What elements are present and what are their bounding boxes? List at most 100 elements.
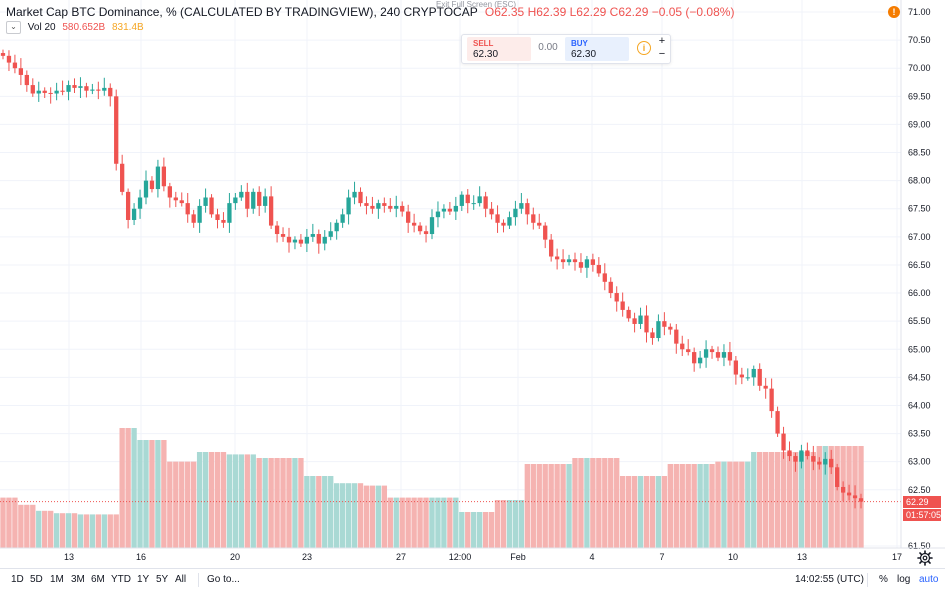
candle-body [293, 240, 297, 243]
volume-bar [191, 462, 196, 548]
candle-body [340, 214, 344, 222]
volume-bar [578, 458, 583, 548]
candle-body [388, 206, 392, 209]
candle-body [650, 332, 654, 338]
candle-body [519, 203, 523, 209]
range-5d-button[interactable]: 5D [30, 574, 43, 585]
goto-button[interactable]: Go to... [207, 574, 240, 585]
volume-bar [131, 428, 136, 548]
volume-bar [495, 500, 500, 548]
gear-icon[interactable] [917, 550, 933, 566]
candle-body [424, 231, 428, 234]
candle-body [787, 450, 791, 456]
candle-body [346, 197, 350, 214]
candle-body [472, 203, 476, 204]
volume-bar [119, 428, 124, 548]
volume-bar [691, 464, 696, 548]
candle-body [817, 462, 821, 465]
price-axis[interactable]: 71.00 70.50 70.00 69.50 69.00 68.50 68.00 67.50… [901, 0, 945, 551]
candle-body [805, 450, 809, 456]
candle-body [263, 196, 267, 206]
high-value: H62.39 [528, 5, 567, 19]
range-5y-button[interactable]: 5Y [156, 574, 168, 585]
volume-bar [531, 464, 536, 548]
volume-bar [179, 462, 184, 548]
chart-canvas[interactable]: 71.0070.5070.0069.5069.0068.5068.0067.50… [0, 0, 945, 568]
log-scale-toggle[interactable]: log [897, 574, 910, 585]
candle-body [186, 203, 190, 214]
candle-body [126, 192, 130, 220]
volume-bar [12, 498, 17, 548]
price-tick-label: 62.50 [908, 485, 931, 495]
volume-bar [459, 512, 464, 548]
candle-body [716, 352, 720, 358]
range-1m-button[interactable]: 1M [50, 574, 64, 585]
candle-body [621, 301, 625, 309]
candle-body [662, 321, 666, 327]
time-tick-label: 12:00 [449, 552, 472, 562]
candle-body [603, 273, 607, 281]
volume-bar [400, 498, 405, 548]
time-tick-label: 13 [797, 552, 807, 562]
candle-body [781, 434, 785, 451]
candle-body [674, 330, 678, 344]
range-6m-button[interactable]: 6M [91, 574, 105, 585]
close-value: C62.29 [610, 5, 649, 19]
candle-body [31, 85, 35, 93]
candle-body [299, 240, 303, 244]
time-axis[interactable]: 13 16 20 23 27 12:00 Feb 4 7 10 13 17 [0, 548, 945, 562]
candle-body [251, 192, 255, 209]
candle-body [495, 214, 499, 222]
volume-bar [554, 464, 559, 548]
range-all-button[interactable]: All [175, 574, 186, 585]
candle-body [698, 358, 702, 364]
candle-body [769, 389, 773, 411]
candle-body [275, 226, 279, 234]
volume-bar [90, 514, 95, 548]
info-icon[interactable]: i [637, 41, 651, 55]
plus-icon[interactable]: + [657, 35, 667, 47]
volume-bar [638, 476, 643, 548]
price-tick-label: 64.50 [908, 372, 931, 382]
minus-icon[interactable]: − [657, 48, 667, 60]
volume-bar [423, 498, 428, 548]
volume-bar [382, 486, 387, 548]
volume-bar [781, 452, 786, 548]
volume-bar [167, 462, 172, 548]
candle-body [90, 90, 94, 91]
time-tick-label: 17 [892, 552, 902, 562]
volume-label[interactable]: Vol 20 [28, 22, 56, 33]
range-1d-button[interactable]: 1D [11, 574, 24, 585]
alert-icon[interactable]: ! [888, 6, 900, 18]
candle-body [704, 349, 708, 357]
candle-body [25, 75, 29, 85]
time-tick-label: 16 [136, 552, 146, 562]
volume-bar [358, 483, 363, 548]
percent-scale-toggle[interactable]: % [879, 574, 888, 585]
volume-bar [352, 483, 357, 548]
range-ytd-button[interactable]: YTD [111, 574, 131, 585]
utc-clock[interactable]: 14:02:55 (UTC) [795, 574, 864, 585]
volume-bar [209, 452, 214, 548]
volume-bar [560, 464, 565, 548]
range-1y-button[interactable]: 1Y [137, 574, 149, 585]
candle-body [108, 88, 112, 96]
candle-body [734, 361, 738, 375]
interval-label[interactable]: 240 [380, 5, 400, 19]
collapse-legend-icon[interactable]: ⌄ [6, 21, 21, 34]
candle-body [174, 197, 178, 200]
volume-bar [257, 458, 262, 548]
candle-body [323, 237, 327, 244]
candle-body [78, 86, 82, 88]
sell-button[interactable]: SELL 62.30 [467, 37, 531, 61]
price-tick-label: 66.00 [908, 288, 931, 298]
auto-scale-toggle[interactable]: auto [919, 574, 938, 585]
range-3m-button[interactable]: 3M [71, 574, 85, 585]
candle-body [138, 197, 142, 208]
volume-bar [602, 458, 607, 548]
time-tick-label: Feb [510, 552, 526, 562]
buy-button[interactable]: BUY 62.30 [565, 37, 629, 61]
volume-bar [489, 512, 494, 548]
symbol-title[interactable]: Market Cap BTC Dominance, % (CALCULATED … [6, 5, 373, 19]
candle-body [120, 164, 124, 192]
